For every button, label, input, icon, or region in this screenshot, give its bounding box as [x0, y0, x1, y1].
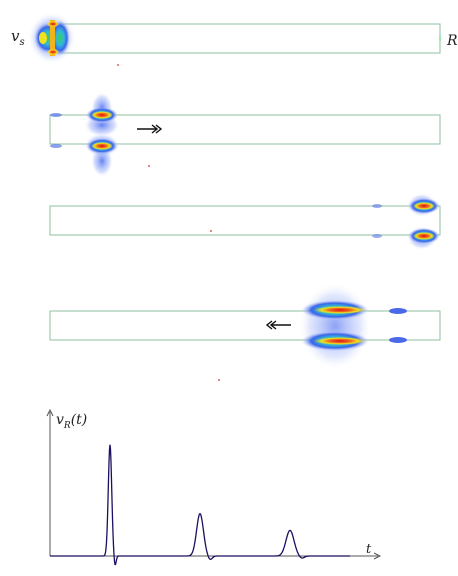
transmission-line	[49, 205, 441, 236]
field-pattern-at-load	[372, 193, 440, 250]
stray-dot	[117, 64, 119, 66]
load-label: R	[446, 33, 458, 49]
transmission-line	[49, 23, 441, 54]
x-axis-label: t	[366, 542, 372, 557]
x-axis-arrow	[373, 552, 382, 560]
panel-3	[49, 193, 441, 250]
voltage-chart: vR(t) t	[46, 408, 382, 566]
panel-2	[49, 92, 441, 177]
panel-4	[49, 64, 441, 381]
field-pattern-reflected	[299, 282, 407, 370]
stray-dot	[218, 379, 220, 381]
panel-1: vs R	[11, 12, 458, 64]
stray-dot	[210, 230, 212, 232]
source-label: vs	[11, 27, 25, 48]
field-pattern-source	[28, 12, 76, 64]
field-pattern-forward	[50, 92, 120, 177]
y-axis-label: vR(t)	[56, 412, 87, 431]
right-arrow-icon	[137, 124, 163, 134]
stray-dot	[148, 165, 150, 167]
left-arrow-icon	[265, 320, 291, 330]
transmission-line	[49, 310, 441, 341]
voltage-trace	[50, 444, 350, 566]
y-axis-arrow	[46, 408, 54, 417]
